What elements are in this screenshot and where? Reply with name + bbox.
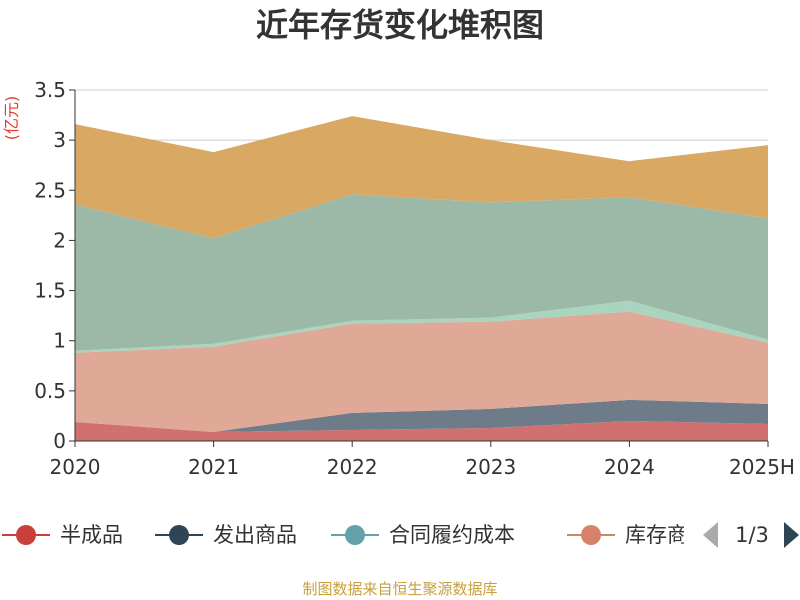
x-tick-label: 2024 bbox=[604, 455, 655, 479]
x-tick-label: 2020 bbox=[50, 455, 101, 479]
legend-items: 半成品 发出商品 合同履约成本 库存商 bbox=[2, 523, 688, 547]
y-tick-label: 1 bbox=[53, 329, 66, 353]
area-series-0[interactable] bbox=[75, 420, 768, 441]
data-source-note: 制图数据来自恒生聚源数据库 bbox=[302, 580, 497, 598]
legend-marker-icon bbox=[581, 525, 601, 545]
legend: 半成品 发出商品 合同履约成本 库存商 bbox=[2, 523, 688, 547]
y-tick-label: 2 bbox=[53, 228, 66, 252]
x-tick-label: 2023 bbox=[465, 455, 516, 479]
stacked-areas bbox=[75, 116, 768, 441]
y-axis-unit-label: (亿元) bbox=[2, 96, 21, 141]
area-series-2[interactable] bbox=[75, 311, 768, 432]
legend-item[interactable]: 半成品 bbox=[2, 523, 123, 547]
legend-item[interactable]: 合同履约成本 bbox=[331, 523, 515, 547]
area-series-3[interactable] bbox=[75, 300, 768, 353]
legend-marker-icon bbox=[345, 525, 365, 545]
triangle-left-icon[interactable] bbox=[703, 522, 718, 548]
legend-pager: 1/3 bbox=[703, 522, 799, 548]
legend-label: 合同履约成本 bbox=[389, 523, 515, 547]
x-tick-label: 2021 bbox=[188, 455, 239, 479]
y-tick-label: 0 bbox=[53, 429, 66, 453]
legend-item[interactable]: 库存商 bbox=[567, 523, 688, 547]
axes bbox=[74, 90, 768, 442]
legend-page-indicator: 1/3 bbox=[735, 523, 769, 547]
legend-label: 半成品 bbox=[60, 523, 123, 547]
x-axis-ticks: 2020 2021 2022 2023 2024 2025H bbox=[50, 441, 795, 479]
y-tick-label: 1.5 bbox=[34, 279, 66, 303]
y-tick-label: 2.5 bbox=[34, 178, 66, 202]
x-tick-label: 2022 bbox=[327, 455, 378, 479]
legend-item[interactable]: 发出商品 bbox=[155, 523, 297, 547]
legend-label: 库存商 bbox=[625, 523, 688, 547]
area-series-1[interactable] bbox=[75, 399, 768, 432]
area-series-5[interactable] bbox=[75, 116, 768, 239]
y-tick-label: 3.5 bbox=[34, 78, 66, 102]
area-series-4[interactable] bbox=[75, 194, 768, 351]
chart-title: 近年存货变化堆积图 bbox=[256, 6, 544, 44]
triangle-right-icon[interactable] bbox=[784, 522, 799, 548]
legend-marker-icon bbox=[16, 525, 36, 545]
legend-marker-icon bbox=[169, 525, 189, 545]
y-tick-label: 3 bbox=[53, 128, 66, 152]
y-axis-ticks: 0 0.5 1 1.5 2 2.5 3 3.5 bbox=[34, 78, 75, 453]
x-tick-label: 2025H bbox=[729, 455, 795, 479]
y-tick-label: 0.5 bbox=[34, 379, 66, 403]
legend-label: 发出商品 bbox=[213, 523, 297, 547]
